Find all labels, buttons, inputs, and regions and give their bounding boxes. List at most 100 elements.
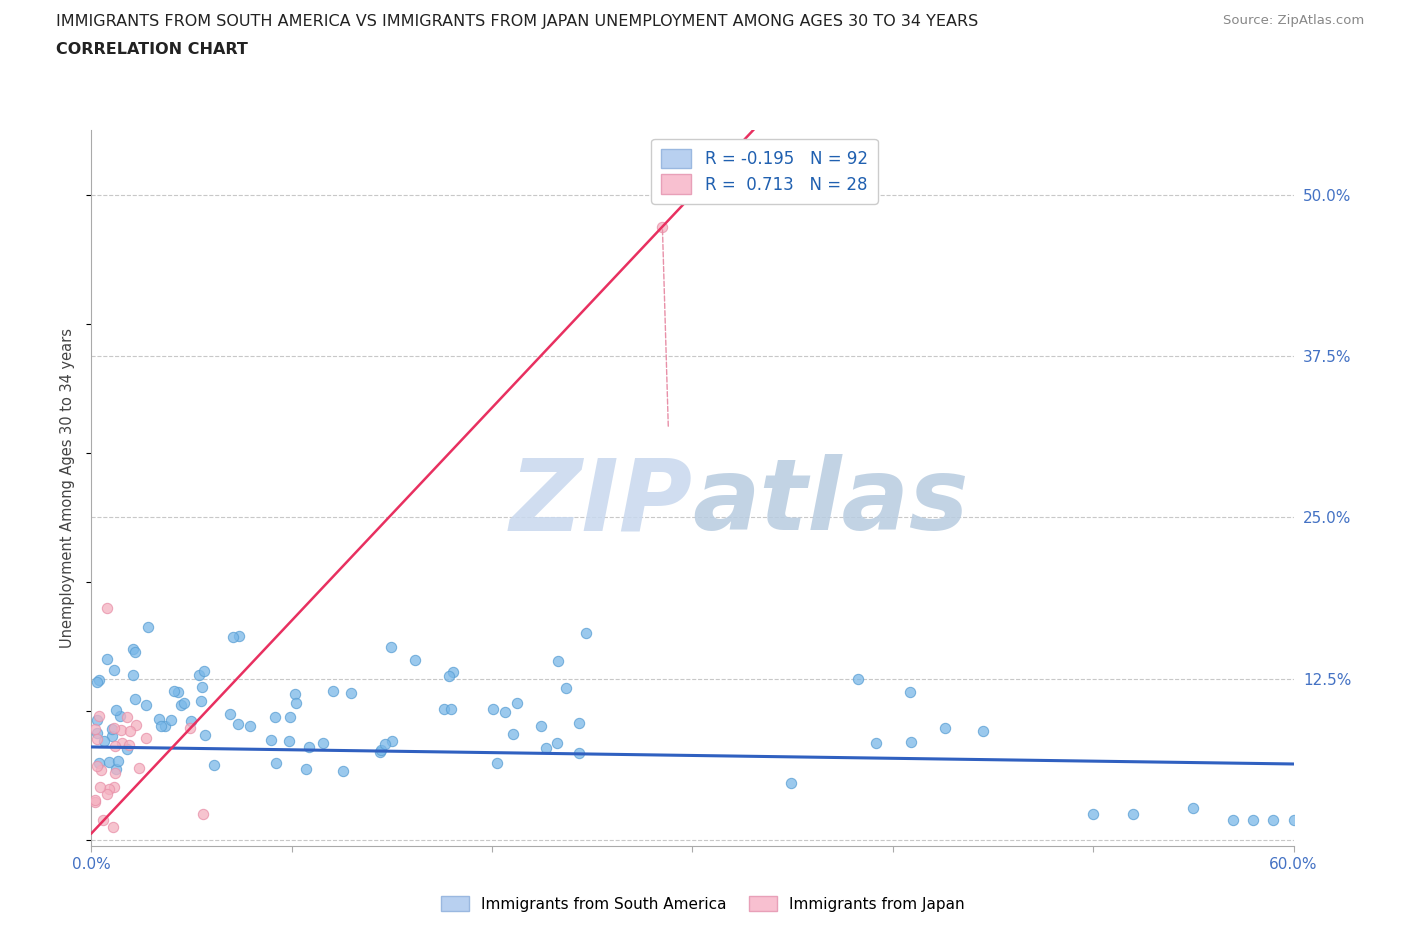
- Point: [485, 755, 508, 770]
- Point: [84, 794, 107, 809]
- Point: [124, 717, 146, 732]
- Point: [219, 707, 242, 722]
- Point: [179, 713, 201, 728]
- Point: [194, 727, 217, 742]
- Point: [96, 787, 118, 802]
- Point: [191, 679, 214, 694]
- Point: [107, 753, 129, 768]
- Point: [124, 692, 146, 707]
- Point: [404, 653, 426, 668]
- Point: [160, 712, 183, 727]
- Point: [228, 629, 250, 644]
- Point: [278, 709, 301, 724]
- Point: [115, 710, 138, 724]
- Point: [97, 781, 120, 796]
- Point: [124, 644, 146, 659]
- Point: [91, 813, 114, 828]
- Point: [1122, 806, 1144, 821]
- Point: [193, 664, 215, 679]
- Point: [103, 819, 125, 834]
- Point: [554, 680, 576, 695]
- Point: [226, 717, 249, 732]
- Point: [547, 654, 569, 669]
- Point: [84, 792, 107, 807]
- Text: ZIP: ZIP: [509, 454, 692, 551]
- Point: [117, 742, 139, 757]
- Point: [568, 716, 591, 731]
- Point: [86, 732, 108, 747]
- Point: [1182, 800, 1205, 815]
- Point: [86, 712, 108, 727]
- Point: [179, 721, 201, 736]
- Point: [900, 735, 922, 750]
- Point: [264, 756, 287, 771]
- Point: [312, 736, 335, 751]
- Point: [432, 702, 454, 717]
- Point: [575, 625, 598, 640]
- Y-axis label: Unemployment Among Ages 30 to 34 years: Unemployment Among Ages 30 to 34 years: [60, 328, 76, 648]
- Point: [96, 600, 118, 615]
- Point: [780, 776, 803, 790]
- Point: [128, 761, 150, 776]
- Point: [118, 737, 141, 752]
- Point: [190, 694, 212, 709]
- Point: [89, 779, 111, 794]
- Point: [298, 739, 321, 754]
- Point: [898, 684, 921, 699]
- Point: [239, 719, 262, 734]
- Point: [284, 686, 307, 701]
- Point: [122, 668, 145, 683]
- Point: [441, 665, 464, 680]
- Point: [534, 740, 557, 755]
- Point: [846, 671, 869, 686]
- Point: [506, 696, 529, 711]
- Point: [260, 733, 283, 748]
- Point: [84, 722, 107, 737]
- Point: [87, 672, 110, 687]
- Point: [89, 755, 111, 770]
- Point: [568, 746, 591, 761]
- Point: [934, 721, 956, 736]
- Point: [277, 733, 299, 748]
- Point: [86, 726, 108, 741]
- Point: [86, 759, 108, 774]
- Point: [135, 698, 157, 712]
- Point: [162, 684, 184, 698]
- Point: [167, 684, 190, 699]
- Point: [865, 736, 887, 751]
- Point: [111, 736, 134, 751]
- Point: [651, 219, 673, 234]
- Point: [332, 764, 354, 778]
- Point: [103, 779, 125, 794]
- Point: [322, 684, 344, 698]
- Point: [150, 718, 173, 733]
- Point: [101, 728, 124, 743]
- Point: [103, 721, 125, 736]
- Point: [87, 709, 110, 724]
- Point: [93, 734, 115, 749]
- Point: [1282, 813, 1305, 828]
- Point: [153, 719, 176, 734]
- Point: [104, 703, 127, 718]
- Point: [193, 806, 215, 821]
- Text: IMMIGRANTS FROM SOUTH AMERICA VS IMMIGRANTS FROM JAPAN UNEMPLOYMENT AMONG AGES 3: IMMIGRANTS FROM SOUTH AMERICA VS IMMIGRA…: [56, 14, 979, 29]
- Point: [101, 722, 124, 737]
- Point: [374, 736, 396, 751]
- Point: [135, 730, 157, 745]
- Point: [136, 619, 159, 634]
- Point: [1263, 813, 1285, 828]
- Point: [1083, 806, 1105, 821]
- Point: [380, 639, 402, 654]
- Point: [340, 685, 363, 700]
- Point: [381, 734, 404, 749]
- Text: atlas: atlas: [692, 454, 969, 551]
- Point: [440, 702, 463, 717]
- Point: [222, 630, 245, 644]
- Point: [264, 709, 287, 724]
- Point: [104, 765, 127, 780]
- Point: [103, 663, 125, 678]
- Point: [188, 668, 211, 683]
- Point: [86, 674, 108, 689]
- Point: [1222, 813, 1244, 828]
- Point: [104, 761, 127, 776]
